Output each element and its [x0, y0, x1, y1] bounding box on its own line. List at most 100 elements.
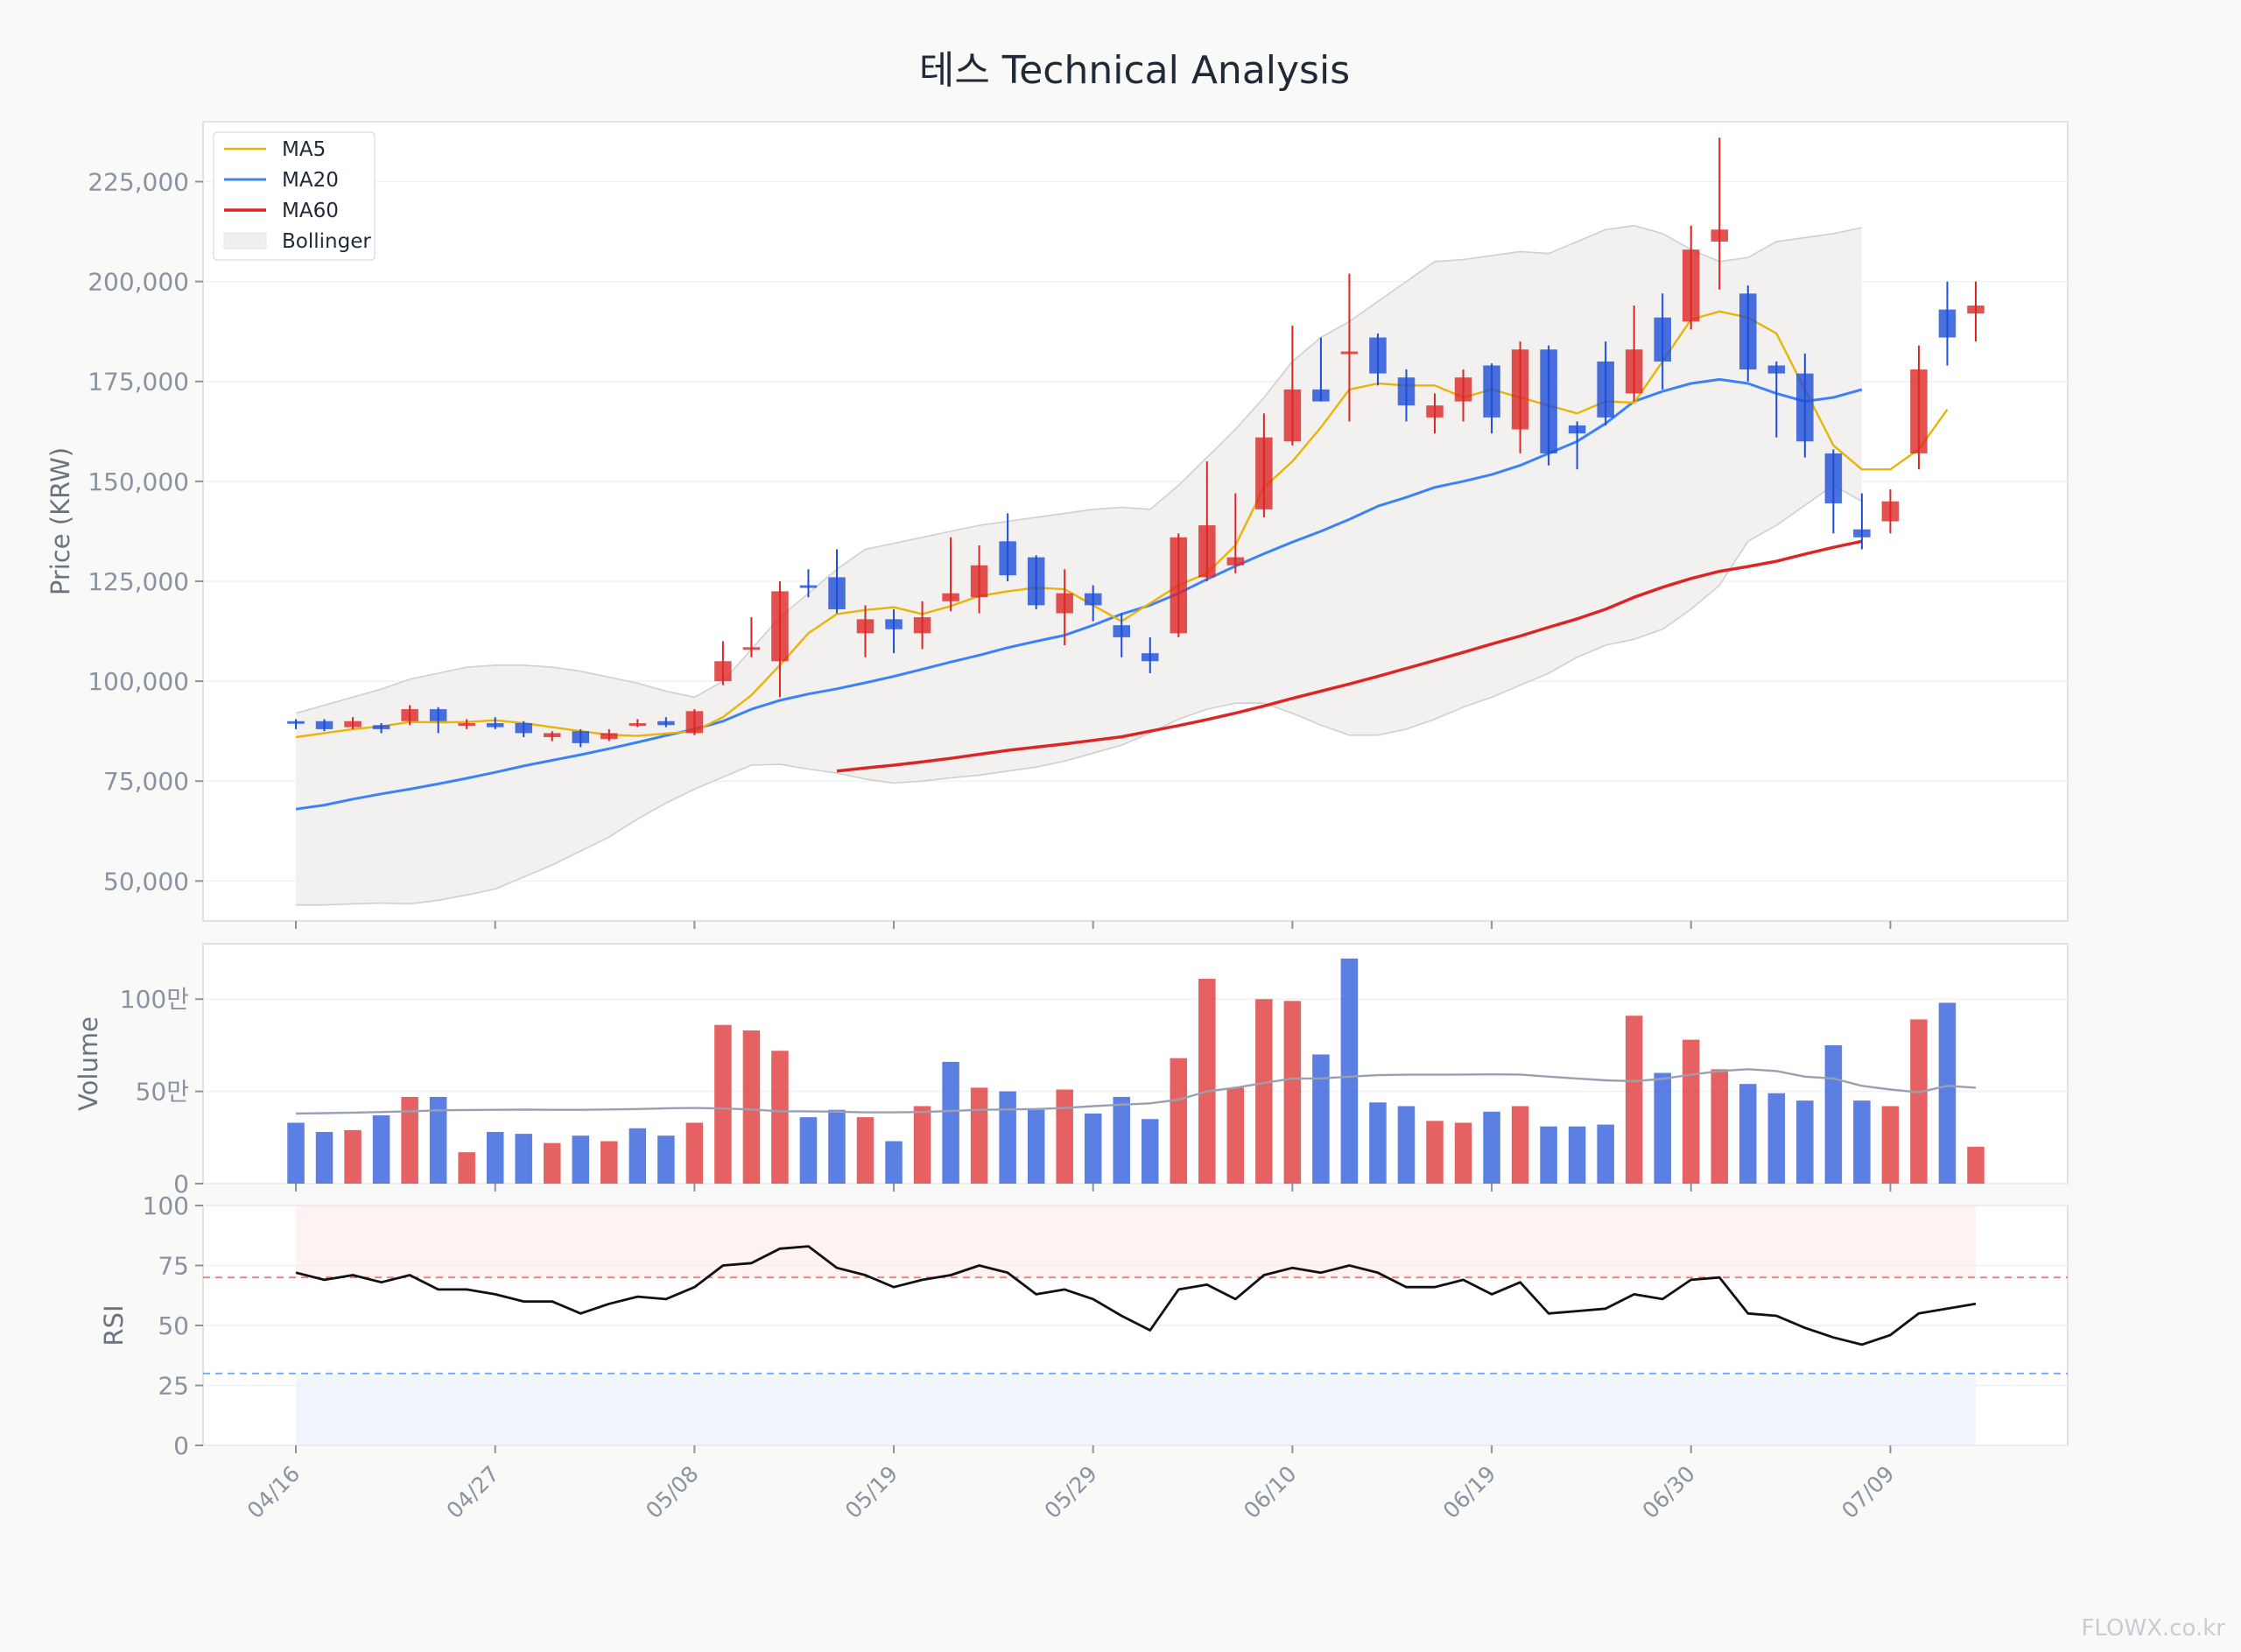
candle-body [572, 731, 590, 743]
volume-bar [685, 1122, 704, 1184]
volume-ytick-label: 100만 [120, 985, 189, 1014]
volume-bar [315, 1131, 334, 1184]
candle-body [1967, 305, 1985, 314]
volume-bar [1255, 999, 1273, 1184]
volume-bar [601, 1141, 618, 1184]
volume-ytick-label: 0 [173, 1170, 189, 1199]
candle-body [1113, 625, 1130, 637]
candle-body [601, 733, 618, 740]
x-tick-label: 05/19 [840, 1461, 903, 1523]
volume-bar [1283, 1001, 1302, 1184]
candle-body [344, 721, 362, 728]
candle-body [1170, 537, 1188, 634]
volume-bar [1369, 1102, 1387, 1184]
candle-body [1654, 317, 1671, 362]
volume-bar [1142, 1119, 1159, 1184]
candle-body [828, 577, 846, 609]
candle-body [1796, 373, 1814, 442]
rsi-line [295, 1245, 1977, 1346]
volume-bar [458, 1152, 475, 1184]
volume-bar [885, 1141, 903, 1184]
rsi-axis-title: RSI [99, 1304, 129, 1346]
candle-body [1767, 365, 1786, 374]
volume-bar [771, 1051, 789, 1184]
candle-body [1853, 529, 1871, 538]
price-ytick-label: 175,000 [88, 368, 189, 397]
price-axis-title: Price (KRW) [46, 447, 75, 595]
rsi-ytick-label: 50 [158, 1311, 189, 1340]
candle-body [1625, 349, 1643, 394]
volume-bar [1312, 1054, 1330, 1184]
candle-body [1198, 525, 1216, 578]
x-tick-label: 06/10 [1239, 1461, 1301, 1523]
candle-body [315, 721, 334, 729]
volume-panel-frame [202, 943, 2069, 1185]
volume-ma-line [295, 1068, 1977, 1115]
volume-bar [515, 1134, 532, 1184]
ma20-line [295, 377, 1863, 811]
candle-body [1142, 653, 1159, 662]
volume-bar [1711, 1069, 1729, 1184]
candle-body [1597, 361, 1614, 418]
candle-body [486, 723, 504, 728]
volume-bar [344, 1129, 362, 1184]
candle-body [1426, 405, 1444, 418]
volume-bar [1654, 1072, 1671, 1184]
price-ytick-label: 125,000 [88, 567, 189, 596]
volume-bar [572, 1135, 590, 1184]
rsi-ytick-label: 25 [158, 1372, 189, 1401]
candle-body [629, 723, 647, 727]
volume-bar [1881, 1106, 1900, 1184]
volume-bar [1824, 1044, 1843, 1184]
volume-bar [1170, 1058, 1188, 1184]
legend-swatch-bollinger [223, 232, 267, 250]
candle-body [1255, 437, 1273, 510]
candle-body [742, 647, 761, 650]
price-ytick-label: 50,000 [103, 867, 189, 896]
candle-body [799, 585, 818, 588]
volume-bar [1084, 1113, 1102, 1184]
candle-body [1711, 229, 1729, 242]
volume-bar [1597, 1124, 1614, 1184]
volume-bar [1796, 1100, 1814, 1184]
volume-bar [1853, 1100, 1871, 1184]
volume-bar [486, 1131, 504, 1184]
candle-body [1084, 593, 1102, 606]
legend-label: MA5 [282, 138, 326, 161]
price-legend: MA5 MA20 MA60 Bollinger [213, 131, 376, 261]
candle-body [1568, 425, 1586, 434]
candle-body [401, 709, 418, 721]
volume-bar [1938, 1002, 1956, 1184]
candle-body [714, 661, 732, 682]
volume-bar [1540, 1126, 1557, 1184]
volume-bar [1511, 1106, 1529, 1184]
volume-bar [856, 1117, 875, 1184]
ma60-line [836, 539, 1863, 773]
volume-bar [1397, 1106, 1416, 1184]
candle-body [1226, 557, 1245, 566]
volume-bar [1426, 1121, 1444, 1184]
candle-body [287, 721, 305, 724]
candle-body [429, 709, 447, 721]
volume-bar [429, 1096, 447, 1184]
candle-body [515, 723, 532, 734]
candle-body [942, 593, 959, 601]
x-tick-label: 07/09 [1837, 1461, 1899, 1523]
candle-body [1511, 349, 1529, 430]
chart-title: 테스 Technical Analysis [919, 48, 1350, 93]
candle-body [1483, 365, 1500, 418]
price-panel: 50,000 75,000 100,000 125,000 150,000 175,000… [46, 121, 2069, 922]
candle-body [1312, 389, 1330, 402]
candle-body [1739, 293, 1757, 370]
candle-body [657, 721, 675, 726]
x-tick-label: 04/27 [441, 1461, 503, 1523]
volume-bar [1767, 1093, 1786, 1184]
candle-body [1283, 389, 1302, 442]
candle-body [1454, 377, 1472, 402]
price-ytick-label: 200,000 [88, 268, 189, 297]
volume-bar [629, 1128, 647, 1184]
volume-bar [372, 1115, 390, 1184]
volume-bar [1340, 958, 1359, 1184]
legend-label: MA20 [282, 169, 339, 192]
volume-bar [657, 1135, 675, 1184]
